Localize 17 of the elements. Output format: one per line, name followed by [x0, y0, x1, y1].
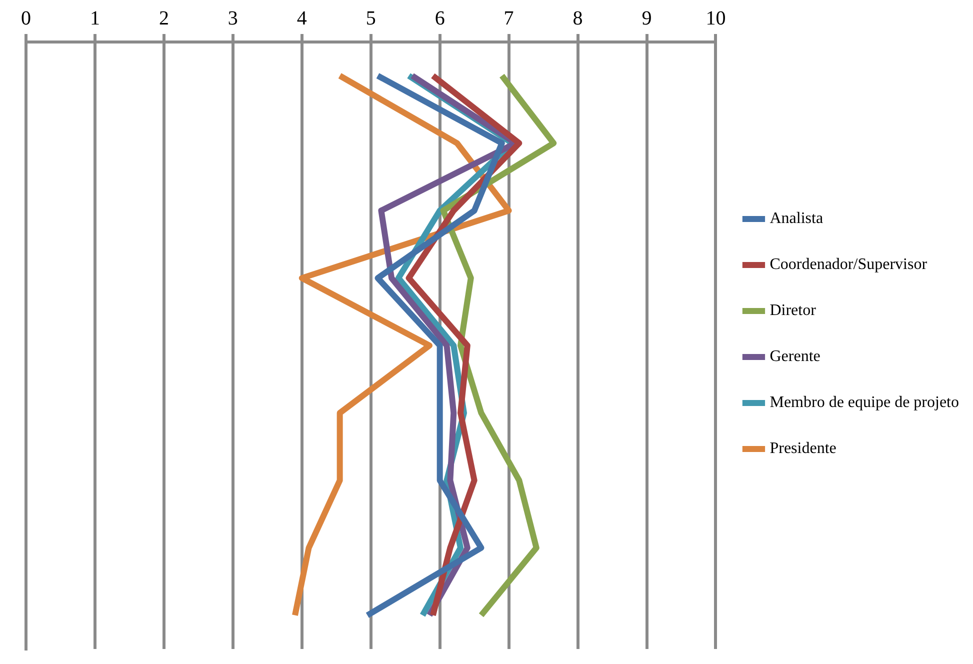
legend-label: Gerente	[770, 348, 820, 366]
x-tick-label: 3	[228, 7, 238, 30]
x-tick-label: 1	[90, 7, 100, 30]
legend-label: Presidente	[770, 440, 836, 458]
legend-label: Analista	[770, 210, 824, 228]
x-tick-label: 0	[21, 7, 31, 30]
x-tick-label: 4	[296, 7, 307, 30]
x-tick-label: 5	[366, 7, 376, 30]
x-tick-label: 2	[158, 7, 169, 30]
legend-label: Coordenador/Supervisor	[770, 256, 928, 274]
x-tick-label: 6	[434, 7, 445, 30]
x-tick-label: 10	[706, 7, 726, 30]
legend-label: Membro de equipe de projeto	[770, 394, 960, 412]
x-tick-label: 8	[572, 7, 583, 30]
x-tick-label: 7	[504, 7, 514, 30]
x-tick-label: 9	[642, 7, 652, 30]
legend-label: Diretor	[770, 302, 817, 320]
